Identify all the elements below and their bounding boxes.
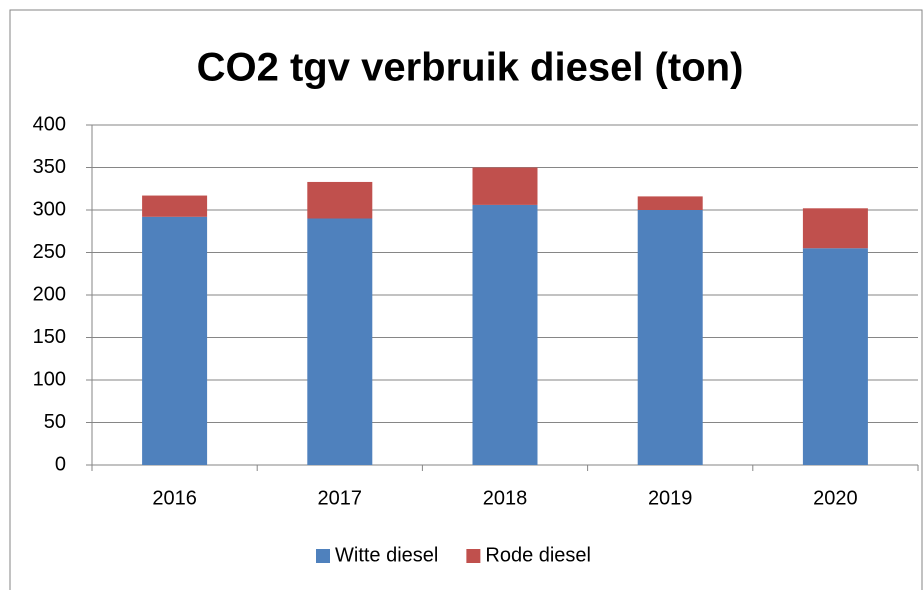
y-tick-label: 50	[44, 411, 66, 433]
x-tick-label: 2020	[813, 487, 858, 509]
y-tick-label: 200	[33, 283, 66, 305]
y-tick-label: 300	[33, 198, 66, 220]
chart-title: CO2 tgv verbruik diesel (ton)	[197, 46, 744, 90]
legend-label: Witte diesel	[335, 544, 438, 566]
legend-label: Rode diesel	[485, 544, 591, 566]
x-tick-label: 2017	[318, 487, 363, 509]
y-tick-label: 150	[33, 326, 66, 348]
bar	[637, 196, 703, 210]
y-tick-label: 350	[33, 156, 66, 178]
bar	[142, 195, 208, 217]
legend-swatch	[466, 549, 481, 563]
bar	[472, 167, 538, 205]
x-tick-label: 2019	[648, 487, 693, 509]
y-tick-label: 400	[33, 113, 66, 135]
x-tick-label: 2018	[483, 487, 528, 509]
y-tick-label: 250	[33, 241, 66, 263]
legend-swatch	[316, 549, 330, 563]
bar	[637, 210, 703, 465]
bar	[472, 204, 538, 465]
bar	[142, 216, 208, 465]
y-tick-label: 0	[55, 453, 66, 475]
x-tick-label: 2016	[152, 487, 197, 509]
y-tick-label: 100	[33, 368, 66, 390]
bar	[307, 181, 373, 219]
bar	[802, 248, 868, 465]
bar	[802, 208, 868, 249]
bar	[307, 218, 373, 465]
